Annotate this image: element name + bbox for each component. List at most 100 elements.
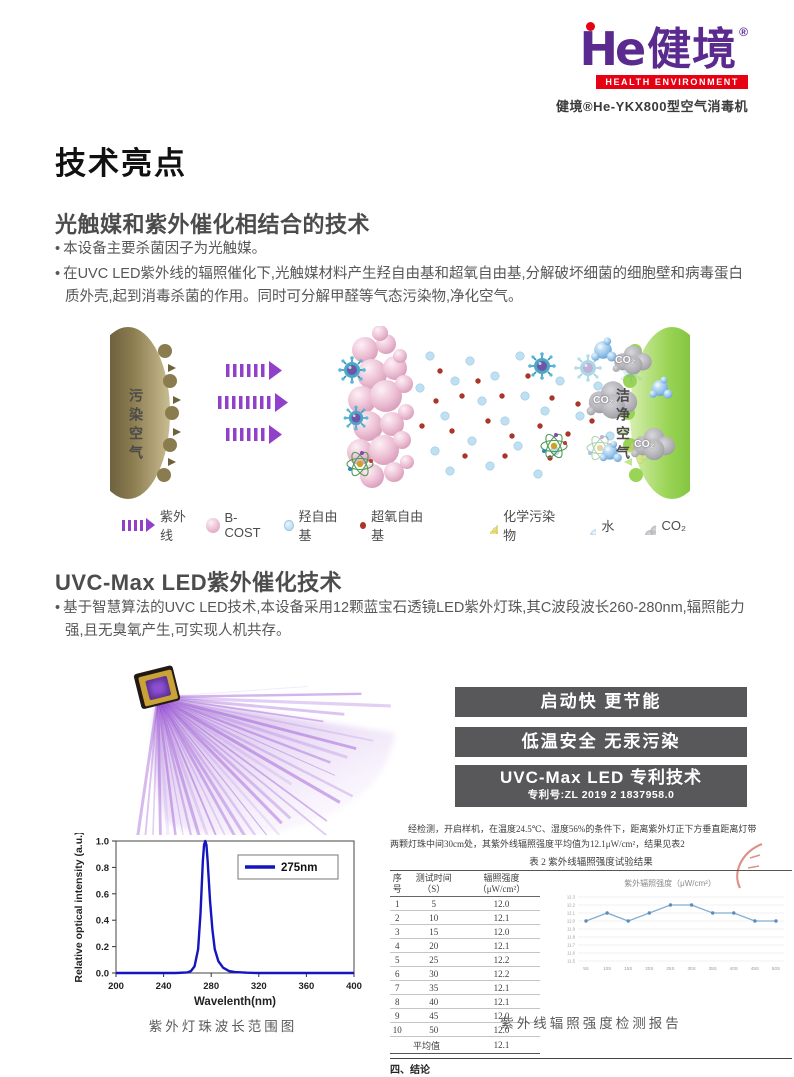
report-intro: 经检测，开启样机，在温度24.5℃、湿度56%的条件下，距离紫外灯正下方垂直距离… bbox=[390, 824, 757, 849]
spectrum-legend-box: 275nm bbox=[237, 854, 339, 880]
legend-item-hydroxyl: 羟自由基 bbox=[283, 506, 344, 544]
spectrum-series-line bbox=[116, 839, 354, 975]
divider bbox=[390, 869, 792, 871]
svg-text:0.6: 0.6 bbox=[96, 889, 109, 900]
product-model-line: 健境®He-YKX800型空气消毒机 bbox=[556, 99, 748, 114]
spectrum-caption: 紫外灯珠波长范围图 bbox=[148, 1019, 298, 1034]
svg-text:10S: 10S bbox=[603, 966, 611, 971]
svg-text:0.2: 0.2 bbox=[96, 942, 109, 953]
svg-text:12.3: 12.3 bbox=[567, 894, 576, 899]
irradiance-table: 序 号测试时间 （S） 辐照强度 （μW/cm²） 1 5 12.0 2 10 12.1 3 1… bbox=[390, 871, 540, 1055]
report-body: 序 号测试时间 （S） 辐照强度 （μW/cm²） 1 5 12.0 2 10 12.1 3 1… bbox=[390, 871, 792, 1055]
uvc-led-beam-illustration bbox=[133, 665, 395, 835]
table-row: 7 35 12.1 bbox=[390, 980, 540, 996]
beam-rays bbox=[136, 686, 391, 835]
molecule-icon bbox=[540, 431, 568, 461]
legend-item-co2: CO₂ bbox=[630, 515, 686, 535]
svg-text:0.0: 0.0 bbox=[96, 969, 109, 980]
conclusion-heading: 四、结论 bbox=[390, 1065, 430, 1077]
svg-text:0.8: 0.8 bbox=[96, 863, 109, 874]
svg-text:0.4: 0.4 bbox=[96, 916, 110, 927]
y-axis-label: Relative optical intensity (a.u.) bbox=[73, 833, 85, 983]
virus-icon bbox=[343, 405, 369, 431]
mini-chart-title: 紫外辐照强度（μW/cm²） bbox=[624, 878, 716, 888]
diagram-legend: 紫外线 B-COST 羟自由基 超氧自由基 化学污染物 水 CO₂ bbox=[122, 506, 702, 544]
mini-chart-wrap: 紫外辐照强度（μW/cm²） 12.3 12.2 12.1 12.0 11.9 11.8 1… bbox=[540, 872, 792, 1055]
svg-text:400: 400 bbox=[346, 981, 362, 992]
table-row: 8 40 12.1 bbox=[390, 994, 540, 1010]
legend-label: B-COST bbox=[224, 510, 261, 540]
svg-text:30S: 30S bbox=[687, 966, 695, 971]
svg-text:20S: 20S bbox=[645, 966, 653, 971]
legend-item-bcost: B-COST bbox=[206, 510, 267, 540]
svg-text:12.1: 12.1 bbox=[567, 910, 576, 915]
svg-text:280: 280 bbox=[203, 981, 219, 992]
polluted-air-label: 污染空气 bbox=[128, 388, 144, 464]
table-row: 10 50 12.0 bbox=[390, 1022, 540, 1038]
registered-mark: ® bbox=[739, 25, 748, 39]
bullet-item: 在UVC LED紫外线的辐照催化下,光触媒材料产生羟自由基和超氧自由基,分解破坏… bbox=[55, 263, 747, 309]
logo-tagline: HEALTH ENVIRONMENT bbox=[596, 75, 748, 89]
spectrum-legend-label: 275nm bbox=[281, 862, 317, 874]
bcost-sphere-cluster bbox=[347, 326, 414, 488]
legend-label: 化学污染物 bbox=[503, 509, 556, 543]
wavelength-spectrum-chart: 200 240 280 320 360 400 0.0 0.2 0.4 0.6 0.8 1.0 275… bbox=[68, 833, 378, 1035]
legend-item-superoxide: 超氧自由基 bbox=[360, 506, 428, 544]
svg-text:240: 240 bbox=[156, 981, 172, 992]
uv-arrow-icon bbox=[122, 518, 155, 532]
legend-item-water: 水 bbox=[576, 515, 614, 535]
bullet-item: 基于智慧算法的UVC LED技术,本设备采用12颗蓝宝石透镜LED紫外灯珠,其C… bbox=[55, 597, 747, 643]
co2-label: CO₂ bbox=[634, 438, 655, 450]
process-diagram-art bbox=[110, 326, 690, 499]
table-row: 6 30 12.2 bbox=[390, 966, 540, 982]
co2-cloud-icon bbox=[630, 515, 656, 535]
beam-glow bbox=[153, 697, 395, 835]
logo-red-dot-icon bbox=[586, 22, 596, 31]
x-axis-label: Wavelenth(nm) bbox=[194, 996, 276, 1008]
table-row: 2 10 12.1 bbox=[390, 910, 540, 926]
svg-text:1.0: 1.0 bbox=[96, 837, 109, 848]
blue-dot-icon bbox=[283, 519, 294, 531]
svg-text:40S: 40S bbox=[730, 966, 738, 971]
co2-label: CO₂ bbox=[615, 354, 636, 366]
report-table-title: 表 2 紫外线辐照强度试验结果 bbox=[529, 857, 653, 868]
pink-sphere-icon bbox=[206, 517, 220, 533]
svg-text:11.7: 11.7 bbox=[567, 942, 576, 947]
svg-text:360: 360 bbox=[298, 981, 314, 992]
svg-text:15S: 15S bbox=[624, 966, 632, 971]
page-title: 技术亮点 bbox=[55, 146, 187, 181]
co2-label: CO₂ bbox=[593, 394, 614, 406]
report-table-body: 1 5 12.0 2 10 12.1 3 15 12.0 4 20 12.1 5 25 12.2 6 30 12.… bbox=[390, 896, 540, 1055]
svg-text:50S: 50S bbox=[772, 966, 780, 971]
table-header-cell: 辐照强度 （μW/cm²） bbox=[462, 871, 540, 898]
red-stamp-mark bbox=[736, 842, 763, 889]
svg-text:25S: 25S bbox=[666, 966, 674, 971]
table-row: 4 20 12.1 bbox=[390, 938, 540, 954]
table-row: 3 15 12.0 bbox=[390, 924, 540, 940]
uv-arrows bbox=[218, 361, 288, 444]
feature-badge-fast-start: 启动快 更节能 bbox=[455, 687, 747, 717]
purification-process-diagram: 污染空气 洁净空气 CO₂ CO₂ CO₂ bbox=[110, 326, 690, 501]
section2-bullets: 基于智慧算法的UVC LED技术,本设备采用12颗蓝宝石透镜LED紫外灯珠,其C… bbox=[55, 597, 747, 645]
svg-text:11.6: 11.6 bbox=[567, 950, 576, 955]
svg-text:11.5: 11.5 bbox=[567, 958, 576, 963]
report-conclusion: 四、结论 经测试，在温度24.5℃、湿度56%的条件下，距离紫外灯正下方垂直中心… bbox=[390, 1058, 792, 1077]
table-row: 5 25 12.2 bbox=[390, 952, 540, 968]
table-header-cell: 序 号 bbox=[390, 871, 405, 898]
polluted-air-blob bbox=[110, 327, 181, 499]
svg-text:200: 200 bbox=[108, 981, 124, 992]
svg-text:12.0: 12.0 bbox=[567, 918, 576, 923]
axis-ticks: 200 240 280 320 360 400 0.0 0.2 0.4 0.6 0.8 1.0 bbox=[96, 837, 362, 993]
virus-icon bbox=[338, 356, 366, 384]
water-drops-icon bbox=[591, 337, 617, 362]
svg-text:11.9: 11.9 bbox=[567, 926, 576, 931]
pollutant-flower-icon bbox=[482, 516, 498, 534]
section2-title: UVC-Max LED紫外催化技术 bbox=[55, 570, 343, 595]
legend-label: 水 bbox=[601, 518, 615, 534]
patent-badge-title: UVC-Max LED 专利技术 bbox=[499, 768, 703, 787]
feature-badge-patent: UVC-Max LED 专利技术 专利号:ZL 2019 2 1837958.0 bbox=[455, 765, 747, 807]
bullet-item: 本设备主要杀菌因子为光触媒。 bbox=[55, 238, 747, 261]
table-row: 9 45 12.0 bbox=[390, 1008, 540, 1024]
svg-text:12.2: 12.2 bbox=[567, 902, 576, 907]
